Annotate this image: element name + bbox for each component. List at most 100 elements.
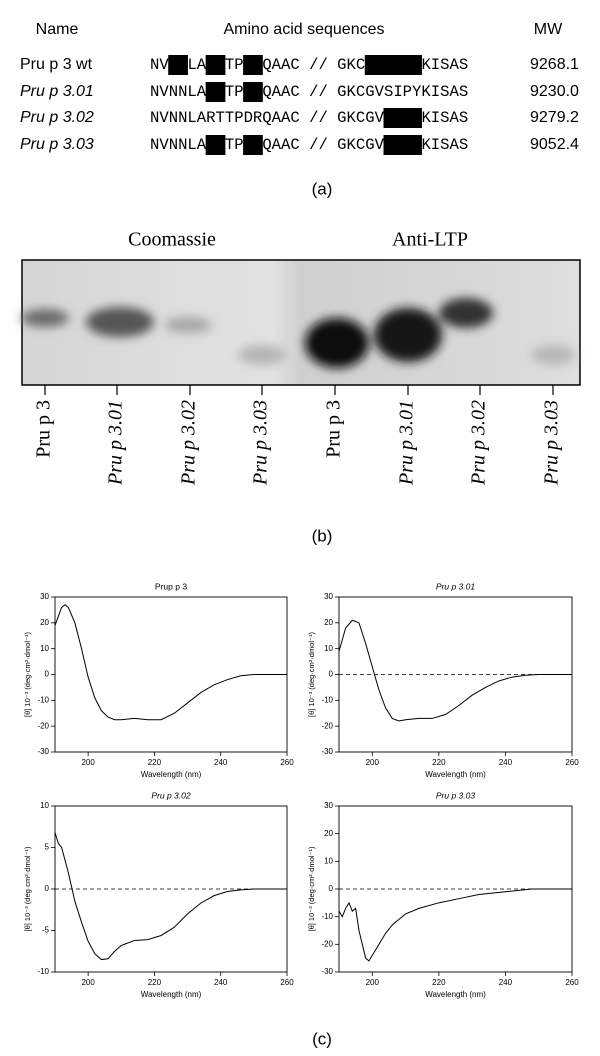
x-tick-label: 200: [81, 978, 95, 987]
y-tick-label: 0: [45, 884, 50, 893]
band: [305, 318, 369, 368]
sequence-segment: TP: [225, 56, 244, 74]
sequence-segment: RT: [206, 56, 225, 74]
row-name: Pru p 3.03: [20, 136, 94, 153]
x-axis-label: Wavelength (nm): [425, 770, 486, 779]
gel-header: Coomassie: [128, 229, 216, 251]
y-tick-label: 30: [324, 801, 333, 810]
lane-label: Pru p 3.01: [396, 400, 418, 486]
y-tick-label: -10: [37, 967, 49, 976]
row-name: Pru p 3 wt: [20, 56, 93, 73]
band: [238, 345, 286, 365]
row-mw: 9279.2: [530, 109, 579, 126]
sequence-segment: TP: [225, 83, 244, 101]
x-tick-label: 220: [148, 978, 162, 987]
lane-label: Pru p 3.02: [468, 400, 490, 486]
y-tick-label: 0: [45, 670, 50, 679]
chart-title: Pru p 3.03: [436, 790, 475, 800]
lane-label: Pru p 3: [33, 400, 55, 458]
cd-curve: [54, 604, 287, 721]
highlight: [243, 55, 263, 75]
band: [21, 309, 69, 327]
y-tick-label: -30: [37, 747, 49, 756]
chart-title: Pru p 3.02: [151, 790, 190, 800]
sequence-segment: NV: [150, 56, 169, 74]
highlight: [205, 135, 226, 155]
sequence-segment: KISAS: [421, 109, 468, 127]
y-tick-label: 30: [40, 592, 49, 601]
gel: [21, 259, 581, 386]
row-mw: 9230.0: [530, 83, 579, 100]
sequence-segment: NVNNLA: [150, 83, 207, 101]
band: [86, 307, 154, 337]
y-tick-label: 20: [40, 618, 49, 627]
sequence-segment: QAAC // GKCGV: [262, 136, 384, 154]
row-mw: 9052.4: [530, 136, 579, 153]
y-tick-label: 0: [329, 884, 334, 893]
x-axis-label: Wavelength (nm): [425, 990, 486, 999]
header-name: Name: [36, 21, 79, 38]
x-tick-label: 240: [499, 758, 513, 767]
x-tick-label: 260: [280, 978, 294, 987]
highlight: [168, 55, 188, 75]
y-axis-label: [θ] 10⁻³ (deg·cm²·dmol⁻¹): [307, 846, 316, 932]
chart-title: Pru p 3.01: [436, 581, 475, 591]
cd-chart: Prup p 3 -30 -20 -10 0 10 20 30 200 220 240 260 Wave…: [23, 581, 294, 779]
cd-chart: Pru p 3.02 -10 -5 0 5 10 200 220 240 260 Wavelengt…: [23, 790, 294, 999]
row-name: Pru p 3.02: [20, 109, 94, 126]
lane-label: Pru p 3: [323, 400, 345, 458]
sequence-segment: AAAA: [384, 136, 422, 154]
panel-label: (c): [312, 1029, 332, 1048]
sequence-segment: AA: [244, 83, 263, 101]
sequence-segment: GVSIPY: [365, 56, 422, 74]
y-axis-label: [θ] 10⁻³ (deg·cm²·dmol⁻¹): [23, 846, 32, 932]
x-tick-label: 240: [214, 978, 228, 987]
sequence-segment: DR: [244, 56, 263, 74]
x-tick-label: 240: [499, 978, 513, 987]
band: [374, 308, 442, 362]
lane-label: Pru p 3.02: [178, 400, 200, 486]
highlight: [205, 82, 226, 102]
y-tick-label: -10: [321, 912, 333, 921]
y-tick-label: -30: [321, 967, 333, 976]
x-tick-label: 220: [432, 758, 446, 767]
x-tick-label: 240: [214, 758, 228, 767]
sequence-segment: KISAS: [421, 56, 468, 74]
chart-title: Prup p 3: [155, 581, 187, 591]
highlight: [205, 55, 226, 75]
y-tick-label: -10: [37, 695, 49, 704]
x-tick-label: 220: [432, 978, 446, 987]
x-axis-label: Wavelength (nm): [141, 770, 202, 779]
y-tick-label: -10: [321, 695, 333, 704]
sequence-segment: NVNNLARTTPDRQAAC // GKCGV: [150, 109, 385, 127]
y-tick-label: 10: [40, 644, 49, 653]
highlight: [383, 108, 422, 128]
y-axis-label: [θ] 10⁻³ (deg·cm²·dmol⁻¹): [307, 631, 316, 717]
highlight: [243, 135, 263, 155]
y-tick-label: -20: [321, 939, 333, 948]
cd-curve: [338, 888, 572, 962]
header-sequence: Amino acid sequences: [224, 21, 385, 38]
lane-label: Pru p 3.01: [105, 400, 127, 486]
y-tick-label: 0: [329, 670, 334, 679]
y-tick-label: 5: [45, 843, 50, 852]
sequence-segment: QAAC // GKC: [262, 56, 365, 74]
cd-chart: Pru p 3.03 -30 -20 -10 0 10 20 30 200 220 240 260 Wa…: [307, 790, 579, 999]
panel-label: (b): [312, 526, 333, 545]
band: [164, 317, 212, 333]
x-tick-label: 260: [565, 758, 579, 767]
sequence-segment: KISAS: [421, 136, 468, 154]
sequence-segment: AA: [244, 136, 263, 154]
y-tick-label: 10: [324, 856, 333, 865]
y-tick-label: 10: [40, 801, 49, 810]
highlight: [383, 135, 422, 155]
sequence-segment: LA: [187, 56, 206, 74]
x-tick-label: 220: [148, 758, 162, 767]
gel-header: Anti-LTP: [392, 229, 468, 251]
cd-curve: [338, 619, 572, 722]
band: [531, 345, 575, 365]
sequence-segment: QAAC // GKCGVSIPYKISAS: [262, 83, 468, 101]
x-tick-label: 200: [81, 758, 95, 767]
